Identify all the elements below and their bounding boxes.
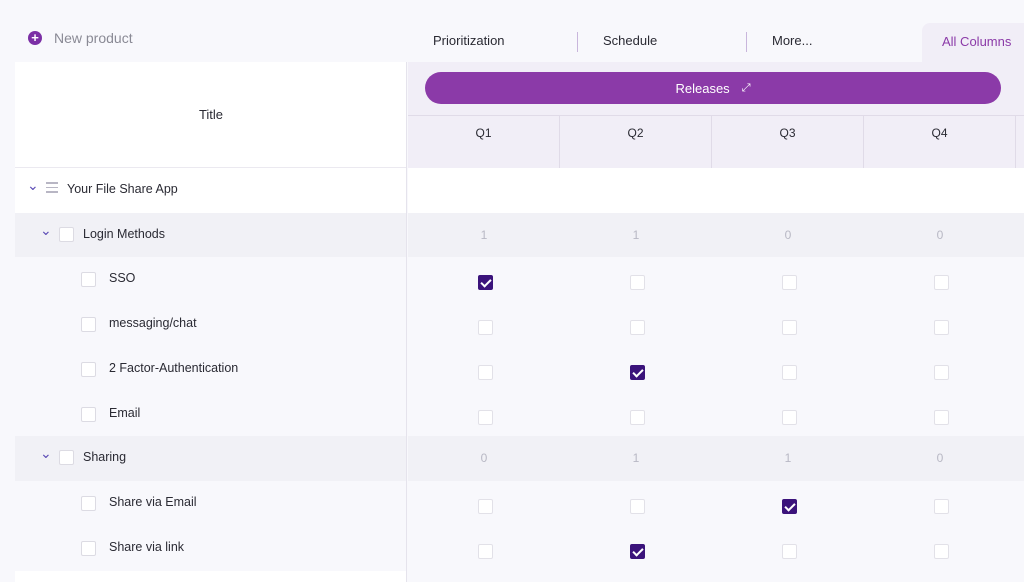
- release-checkbox[interactable]: [934, 498, 949, 514]
- feature-checkbox[interactable]: [81, 540, 96, 556]
- release-checkbox[interactable]: [782, 275, 797, 291]
- release-checkbox[interactable]: [782, 364, 797, 380]
- quarter-header[interactable]: Q2: [560, 116, 712, 169]
- release-checkbox[interactable]: [782, 320, 797, 336]
- feature-checkbox[interactable]: [81, 495, 96, 511]
- release-checkbox-checked[interactable]: [630, 364, 645, 380]
- release-cells-row: [408, 302, 1024, 348]
- feature-row[interactable]: Email: [15, 391, 406, 437]
- group-checkbox[interactable]: [59, 450, 74, 466]
- expand-icon[interactable]: ⤢: [741, 81, 751, 94]
- group-title: Sharing: [83, 450, 127, 465]
- feature-checkbox[interactable]: [81, 361, 96, 377]
- release-checkbox[interactable]: [782, 409, 797, 425]
- feature-row[interactable]: messaging/chat: [15, 302, 406, 348]
- title-column: Title ⌄ Your File Share App ⌄ Login Methods…: [15, 62, 407, 582]
- feature-title: messaging/chat: [109, 316, 197, 331]
- feature-checkbox[interactable]: [81, 317, 96, 333]
- new-product-button[interactable]: + New product: [28, 30, 133, 46]
- release-checkbox[interactable]: [934, 543, 949, 559]
- release-checkbox[interactable]: [630, 498, 645, 514]
- feature-checkbox[interactable]: [81, 406, 96, 422]
- release-checkbox[interactable]: [478, 543, 493, 559]
- feature-checkbox[interactable]: [81, 272, 96, 288]
- tab-all-columns[interactable]: All Columns: [922, 23, 1024, 62]
- feature-title: 2 Factor-Authentication: [109, 360, 239, 375]
- feature-row[interactable]: SSO: [15, 257, 406, 303]
- release-checkbox-checked[interactable]: [782, 498, 797, 514]
- release-count: 1: [784, 451, 792, 466]
- release-checkbox[interactable]: [630, 409, 645, 425]
- release-cells-row: [408, 391, 1024, 437]
- release-checkbox[interactable]: [630, 275, 645, 291]
- group-row[interactable]: ⌄ Login Methods: [15, 212, 406, 258]
- quarter-header-label: Q1: [475, 126, 492, 140]
- release-cells-row: [408, 168, 1024, 213]
- release-count: 1: [632, 451, 640, 466]
- release-checkbox[interactable]: [478, 409, 493, 425]
- release-checkbox[interactable]: [478, 364, 493, 380]
- quarter-header[interactable]: Q1: [408, 116, 560, 169]
- quarter-header-row: Q1 Q2 Q3 Q4: [408, 115, 1024, 169]
- feature-title: Share via Email: [109, 494, 197, 509]
- feature-row[interactable]: Share via link: [15, 525, 406, 571]
- release-checkbox-checked[interactable]: [478, 275, 493, 291]
- release-count: 0: [936, 227, 944, 242]
- release-checkbox[interactable]: [782, 543, 797, 559]
- feature-title: SSO: [109, 271, 136, 286]
- release-checkbox[interactable]: [478, 498, 493, 514]
- release-cells-row: [408, 480, 1024, 526]
- release-count: 0: [480, 451, 488, 466]
- title-column-header: Title: [15, 62, 406, 168]
- chevron-down-icon[interactable]: ⌄: [40, 445, 52, 462]
- release-count: 1: [480, 227, 488, 242]
- new-product-label: New product: [54, 30, 133, 46]
- list-icon: [46, 182, 58, 194]
- feature-title: Email: [109, 405, 141, 420]
- quarter-header[interactable]: Q3: [712, 116, 864, 169]
- tab-divider: [746, 32, 747, 52]
- release-checkbox[interactable]: [934, 275, 949, 291]
- tab-all-columns-label: All Columns: [942, 34, 1012, 49]
- release-count: 1: [632, 227, 640, 242]
- release-checkbox[interactable]: [630, 320, 645, 336]
- release-cells-row: [408, 257, 1024, 303]
- release-count: 0: [936, 451, 944, 466]
- release-count: 0: [784, 227, 792, 242]
- plus-circle-icon: +: [28, 31, 42, 45]
- tab-divider: [577, 32, 578, 52]
- release-cells-row: 1 1 0 0: [408, 212, 1024, 258]
- chevron-down-icon[interactable]: ⌄: [27, 177, 39, 193]
- releases-label: Releases: [675, 80, 730, 96]
- group-title: Login Methods: [83, 226, 166, 241]
- release-checkbox[interactable]: [478, 320, 493, 336]
- feature-row[interactable]: Share via Email: [15, 480, 406, 526]
- release-checkbox[interactable]: [934, 364, 949, 380]
- release-checkbox[interactable]: [934, 320, 949, 336]
- release-checkbox[interactable]: [934, 409, 949, 425]
- releases-header: Releases ⤢ Q1 Q2 Q3 Q4: [408, 62, 1024, 169]
- feature-title: Share via link: [109, 539, 185, 554]
- tab-more[interactable]: More...: [772, 33, 813, 48]
- release-cells-row: [408, 525, 1024, 571]
- quarter-header-label: Q2: [627, 126, 644, 140]
- product-title: Your File Share App: [67, 182, 178, 196]
- product-row[interactable]: ⌄ Your File Share App: [15, 168, 406, 213]
- group-checkbox[interactable]: [59, 226, 74, 242]
- feature-row[interactable]: 2 Factor-Authentication: [15, 346, 406, 392]
- release-cells-row: 0 1 1 0: [408, 436, 1024, 482]
- release-cells-row: [408, 346, 1024, 392]
- title-header-label: Title: [198, 107, 224, 122]
- quarter-header[interactable]: Q4: [864, 116, 1016, 169]
- releases-grid: Releases ⤢ Q1 Q2 Q3 Q4 1 1 0 0 0 1 1 0: [408, 62, 1024, 582]
- releases-group-button[interactable]: Releases ⤢: [425, 72, 1001, 104]
- chevron-down-icon[interactable]: ⌄: [40, 221, 52, 238]
- quarter-header-label: Q4: [931, 126, 948, 140]
- quarter-header-label: Q3: [779, 126, 796, 140]
- release-checkbox-checked[interactable]: [630, 543, 645, 559]
- tab-prioritization[interactable]: Prioritization: [433, 33, 505, 48]
- group-row[interactable]: ⌄ Sharing: [15, 436, 406, 482]
- tab-schedule[interactable]: Schedule: [603, 33, 658, 48]
- toolbar: + New product Prioritization Schedule Mo…: [0, 0, 1024, 62]
